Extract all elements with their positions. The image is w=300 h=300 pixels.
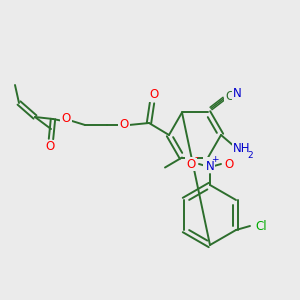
Text: NH: NH — [233, 142, 251, 155]
Text: N: N — [206, 160, 214, 172]
Text: Cl: Cl — [255, 220, 267, 232]
Text: -: - — [194, 152, 198, 162]
Text: O: O — [204, 158, 214, 171]
Text: O: O — [45, 140, 55, 154]
Text: +: + — [211, 155, 219, 164]
Text: O: O — [149, 88, 159, 101]
Text: O: O — [224, 158, 234, 170]
Text: O: O — [186, 158, 196, 170]
Text: C: C — [225, 90, 233, 103]
Text: O: O — [119, 118, 129, 130]
Text: 2: 2 — [247, 151, 253, 160]
Text: N: N — [232, 87, 242, 100]
Text: O: O — [61, 112, 70, 125]
